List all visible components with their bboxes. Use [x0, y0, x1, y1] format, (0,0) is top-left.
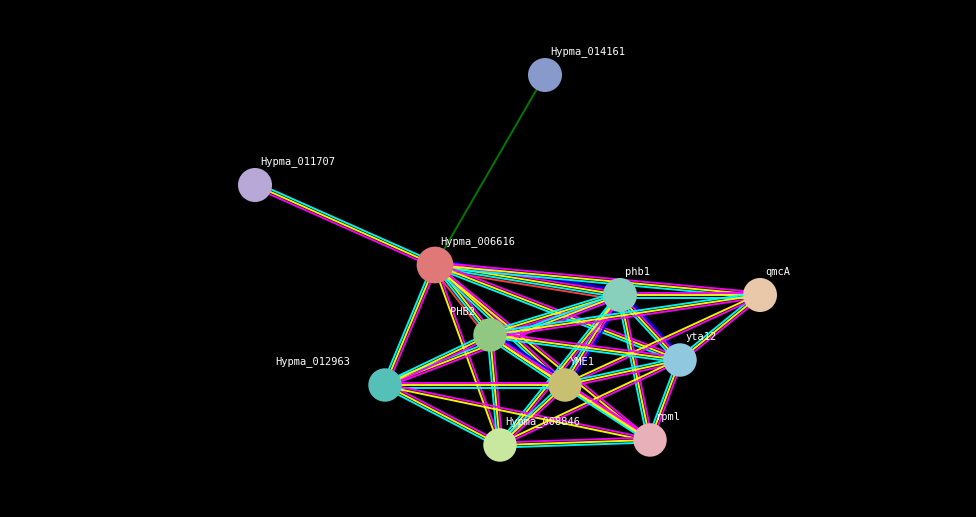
Point	[537, 71, 552, 79]
Point	[482, 331, 498, 339]
Point	[557, 381, 573, 389]
Text: Hypma_012963: Hypma_012963	[275, 356, 350, 367]
Text: Hypma_006616: Hypma_006616	[440, 236, 515, 247]
Point	[642, 436, 658, 444]
Point	[492, 441, 508, 449]
Text: PHB2: PHB2	[450, 307, 475, 317]
Text: rpml: rpml	[655, 412, 680, 422]
Text: YME1: YME1	[570, 357, 595, 367]
Point	[247, 181, 263, 189]
Text: qmcA: qmcA	[765, 267, 790, 277]
Point	[752, 291, 768, 299]
Text: phb1: phb1	[625, 267, 650, 277]
Point	[377, 381, 392, 389]
Point	[612, 291, 628, 299]
Text: Hypma_008846: Hypma_008846	[505, 416, 580, 427]
Point	[427, 261, 443, 269]
Text: yta12: yta12	[685, 332, 716, 342]
Text: Hypma_011707: Hypma_011707	[260, 156, 335, 167]
Text: Hypma_014161: Hypma_014161	[550, 46, 625, 57]
Point	[672, 356, 688, 364]
